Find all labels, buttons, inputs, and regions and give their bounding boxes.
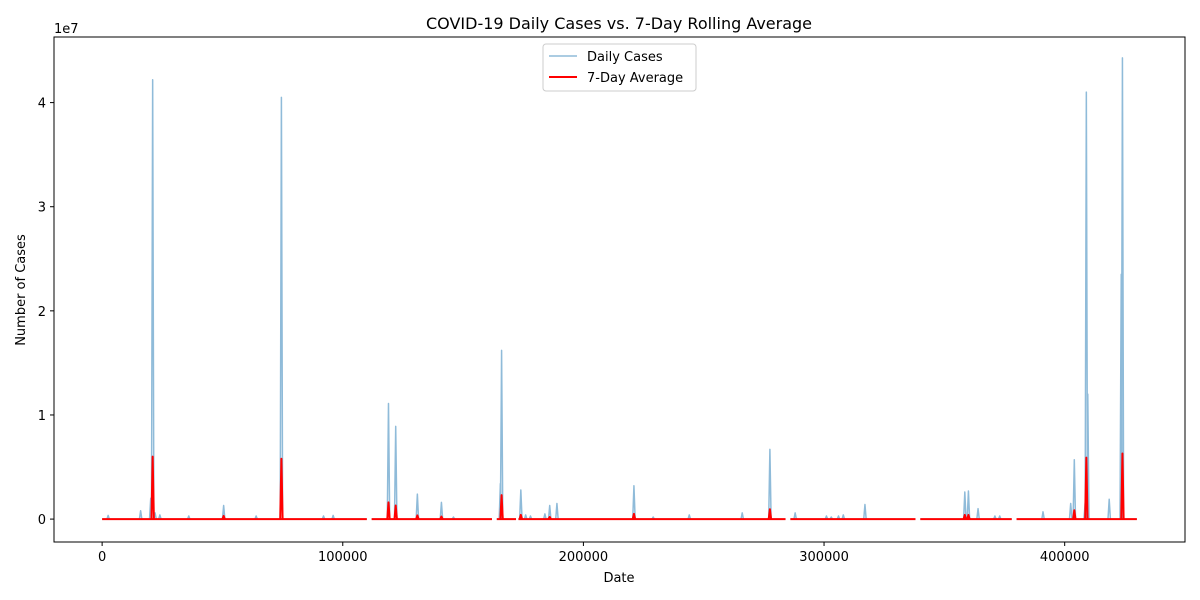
data-point <box>279 457 284 520</box>
data-point <box>415 493 420 520</box>
data-point <box>439 515 444 520</box>
data-point <box>962 513 967 520</box>
data-point <box>1084 456 1089 520</box>
x-tick-label: 0 <box>98 550 106 565</box>
y-tick-label: 1 <box>38 409 46 424</box>
data-point <box>150 455 155 520</box>
data-point <box>499 349 504 520</box>
data-point <box>186 515 191 520</box>
data-point <box>321 515 326 520</box>
data-point <box>386 402 391 520</box>
x-tick-label: 100000 <box>318 550 368 565</box>
data-point <box>1068 502 1073 520</box>
x-tick-label: 300000 <box>799 550 849 565</box>
data-point <box>1041 511 1045 520</box>
data-point <box>687 514 692 520</box>
data-point <box>767 448 772 520</box>
x-tick-label: 200000 <box>559 550 609 565</box>
data-point <box>740 512 745 520</box>
data-point <box>793 512 798 520</box>
data-point <box>631 485 636 520</box>
x-axis: 0 100000 200000 300000 400000 <box>98 542 1090 565</box>
y-axis-label: Number of Cases <box>14 234 29 346</box>
data-point <box>962 491 967 520</box>
data-point <box>393 425 398 520</box>
data-point <box>1072 509 1077 520</box>
data-point <box>631 512 637 520</box>
data-point <box>1072 458 1077 520</box>
data-point <box>518 489 523 520</box>
x-tick-label: 400000 <box>1040 550 1090 565</box>
data-point <box>415 514 420 520</box>
data-point <box>221 514 226 520</box>
data-point <box>547 504 552 520</box>
data-point <box>542 513 547 520</box>
data-point <box>997 515 1002 520</box>
data-point <box>439 501 444 520</box>
y-tick-label: 2 <box>38 305 46 320</box>
data-point <box>138 510 143 520</box>
data-point <box>106 514 111 520</box>
data-point <box>1084 91 1089 520</box>
data-point <box>221 504 226 520</box>
data-point <box>841 514 846 520</box>
y-axis: 0 1 2 3 4 <box>38 97 54 528</box>
data-point <box>767 508 773 520</box>
data-point <box>1120 57 1125 520</box>
plot-frame <box>53 36 1186 543</box>
data-point <box>157 514 162 520</box>
data-point <box>386 501 391 520</box>
data-point <box>836 515 841 520</box>
legend-label-daily-cases: Daily Cases <box>587 50 663 65</box>
data-point <box>150 78 155 520</box>
data-point <box>331 514 336 520</box>
legend-box <box>542 43 697 92</box>
data-point <box>1120 452 1125 520</box>
data-point <box>966 513 971 520</box>
plot-area <box>102 57 1137 521</box>
data-point <box>279 96 284 520</box>
data-point <box>393 504 398 520</box>
data-point <box>976 507 980 520</box>
data-point <box>528 515 533 520</box>
chart-title: COVID-19 Daily Cases vs. 7-Day Rolling A… <box>426 14 812 33</box>
data-point <box>518 513 523 520</box>
data-point <box>547 516 552 520</box>
data-point <box>992 515 997 520</box>
data-point <box>523 514 528 520</box>
data-point <box>1107 498 1112 520</box>
data-point <box>863 503 867 520</box>
data-point <box>966 490 971 520</box>
y-tick-label: 4 <box>38 97 46 112</box>
data-point <box>254 515 259 520</box>
data-point <box>554 502 559 520</box>
legend: Daily Cases 7-Day Average <box>542 43 697 92</box>
data-point <box>824 515 829 520</box>
series-7-day-average <box>102 452 1137 521</box>
legend-label-7-day-average: 7-Day Average <box>587 71 683 86</box>
y-tick-label: 0 <box>38 513 46 528</box>
x-axis-label: Date <box>603 571 634 586</box>
y-tick-label: 3 <box>38 201 46 216</box>
data-point <box>499 494 504 520</box>
series-daily-cases <box>102 57 1137 520</box>
y-offset-label: 1e7 <box>54 22 79 37</box>
